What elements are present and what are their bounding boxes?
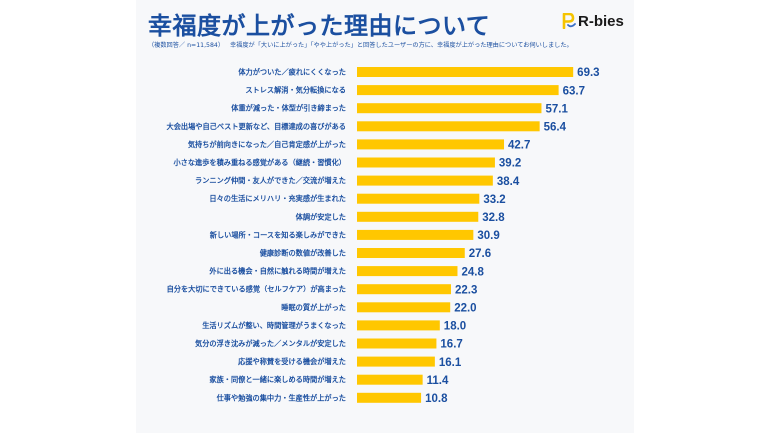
value-label: 22.0 xyxy=(454,303,476,315)
category-label: 体重が減った・体型が引き締まった xyxy=(231,104,346,113)
category-label: 小さな進歩を積み重ねる感覚がある（継続・習慣化） xyxy=(172,158,346,167)
bar xyxy=(357,356,435,367)
category-label: 応援や称賛を受ける機会が増えた xyxy=(238,357,346,366)
value-label: 63.7 xyxy=(563,85,585,97)
value-label: 33.2 xyxy=(483,194,505,206)
bar-row: 家族・同僚と一緒に楽しめる時間が増えた 11.4 xyxy=(209,374,449,387)
bar-row: 体力がついた／疲れにくくなった 69.3 xyxy=(238,67,600,79)
bar xyxy=(357,211,479,222)
value-label: 10.8 xyxy=(425,393,448,405)
category-label: 生活リズムが整い、時間管理がうまくなった xyxy=(202,321,346,330)
bar xyxy=(357,338,437,349)
bar-row: 生活リズムが整い、時間管理がうまくなった 18.0 xyxy=(202,320,466,333)
bar-row: 体調が安定した 32.8 xyxy=(296,211,505,224)
bar-row: 体重が減った・体型が引き締まった 57.1 xyxy=(231,103,568,115)
chart-title: 幸福度が上がった理由について xyxy=(148,12,491,40)
category-label: 体力がついた／疲れにくくなった xyxy=(238,68,346,77)
category-label: 仕事や勉強の集中力・生産性が上がった xyxy=(216,393,346,402)
value-label: 11.4 xyxy=(427,375,449,387)
value-label: 56.4 xyxy=(544,122,567,134)
bar-row: 日々の生活にメリハリ・充実感が生まれた 33.2 xyxy=(209,193,506,206)
bar xyxy=(357,320,440,331)
bar xyxy=(357,193,480,204)
category-label: 気分の浮き沈みが減った／メンタルが安定した xyxy=(194,339,346,348)
bar-row: 新しい場所・コースを知る楽しみができた 30.9 xyxy=(210,229,500,242)
logo-text: R-bies xyxy=(578,12,624,30)
value-label: 18.0 xyxy=(444,321,466,333)
category-label: ストレス解消・気分転換になる xyxy=(245,86,346,95)
bar-row: 気持ちが前向きになった／自己肯定感が上がった 42.7 xyxy=(187,139,530,152)
value-label: 22.3 xyxy=(455,284,477,296)
survey-description: 幸福度が「大いに上がった」「やや上がった」と回答したユーザーの方に、幸福度が上が… xyxy=(230,42,573,49)
value-label: 57.1 xyxy=(545,103,568,115)
bar-row: 外に出る機会・自然に触れる時間が増えた 24.8 xyxy=(208,266,484,278)
bar xyxy=(357,157,495,168)
bar xyxy=(357,374,423,385)
category-label: 気持ちが前向きになった／自己肯定感が上がった xyxy=(187,140,346,149)
category-label: 健康診断の数値が改善した xyxy=(260,249,346,258)
bar xyxy=(357,302,451,313)
sample-note: （複数回答／ n=11,584） xyxy=(148,42,225,49)
bar-row: 小さな進歩を積み重ねる感覚がある（継続・習慣化） 39.2 xyxy=(172,157,521,170)
bar xyxy=(357,392,422,403)
category-label: 自分を大切にできている感覚（セルフケア）が高まった xyxy=(167,285,346,294)
category-label: 日々の生活にメリハリ・充実感が生まれた xyxy=(209,194,346,203)
bar-row: 気分の浮き沈みが減った／メンタルが安定した 16.7 xyxy=(194,338,463,351)
bar-row: 応援や称賛を受ける機会が増えた 16.1 xyxy=(238,356,462,369)
category-label: 大会出場や自己ベスト更新など、目標達成の喜びがある xyxy=(167,122,346,131)
bar xyxy=(357,229,474,240)
value-label: 38.4 xyxy=(497,176,520,188)
category-label: 家族・同僚と一緒に楽しめる時間が増えた xyxy=(209,375,346,384)
bar xyxy=(357,266,458,277)
bar-row: 健康診断の数値が改善した 27.6 xyxy=(260,248,491,260)
bar xyxy=(357,175,493,186)
value-label: 69.3 xyxy=(577,67,599,79)
bar-row: 睡眠の質が上がった 22.0 xyxy=(281,302,477,315)
value-label: 32.8 xyxy=(482,212,505,224)
value-label: 24.8 xyxy=(461,266,484,278)
category-label: 睡眠の質が上がった xyxy=(281,303,346,312)
bar xyxy=(357,248,465,258)
value-label: 16.1 xyxy=(439,357,462,369)
bar xyxy=(357,139,505,150)
bar-row: ストレス解消・気分転換になる 63.7 xyxy=(245,85,585,97)
category-label: 体調が安定した xyxy=(296,212,346,221)
brand-logo: R-bies xyxy=(562,11,624,31)
bar-row: 自分を大切にできている感覚（セルフケア）が高まった 22.3 xyxy=(167,284,477,296)
bar-row: 仕事や勉強の集中力・生産性が上がった 10.8 xyxy=(216,392,448,405)
bar-row: 大会出場や自己ベスト更新など、目標達成の喜びがある 56.4 xyxy=(167,121,567,134)
bar xyxy=(357,67,574,77)
category-label: ランニング仲間・友人ができた／交流が増えた xyxy=(195,176,346,185)
value-label: 30.9 xyxy=(477,230,499,242)
bar xyxy=(357,121,540,132)
category-label: 外に出る機会・自然に触れる時間が増えた xyxy=(208,267,346,276)
value-label: 39.2 xyxy=(499,158,521,170)
value-label: 16.7 xyxy=(440,339,462,351)
bar xyxy=(357,284,451,295)
value-label: 27.6 xyxy=(469,248,491,260)
bar xyxy=(357,103,542,114)
bar-row: ランニング仲間・友人ができた／交流が増えた 38.4 xyxy=(195,175,520,188)
bar xyxy=(357,85,559,96)
category-label: 新しい場所・コースを知る楽しみができた xyxy=(210,230,346,239)
value-label: 42.7 xyxy=(508,140,530,152)
r-bies-logo-icon xyxy=(562,12,576,30)
